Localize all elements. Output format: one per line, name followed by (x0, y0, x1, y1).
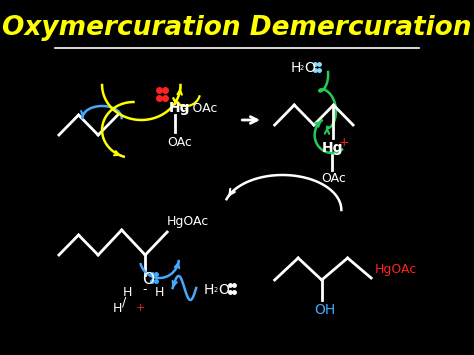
Text: H: H (112, 301, 122, 315)
Text: +: + (339, 137, 350, 149)
Text: H: H (123, 285, 133, 299)
Text: OAc: OAc (322, 171, 346, 185)
Text: H: H (155, 285, 164, 299)
Text: -: - (143, 284, 147, 296)
Text: Oxymercuration Demercuration: Oxymercuration Demercuration (2, 15, 472, 41)
Text: H: H (291, 61, 301, 75)
Text: $_2$: $_2$ (299, 63, 305, 73)
Text: $_2$: $_2$ (213, 285, 219, 295)
Text: - OAc: - OAc (184, 102, 218, 115)
Text: O: O (142, 273, 154, 288)
Text: HgOAc: HgOAc (374, 263, 417, 277)
Text: /: / (122, 295, 126, 308)
Text: +: + (136, 303, 145, 313)
Text: O: O (218, 283, 229, 297)
Text: H: H (204, 283, 214, 297)
Text: Hg: Hg (169, 101, 190, 115)
Text: O: O (304, 61, 315, 75)
Text: OH: OH (314, 303, 335, 317)
Text: HgOAc: HgOAc (167, 215, 210, 229)
Text: OAc: OAc (167, 136, 192, 148)
Text: Hg: Hg (322, 141, 343, 155)
